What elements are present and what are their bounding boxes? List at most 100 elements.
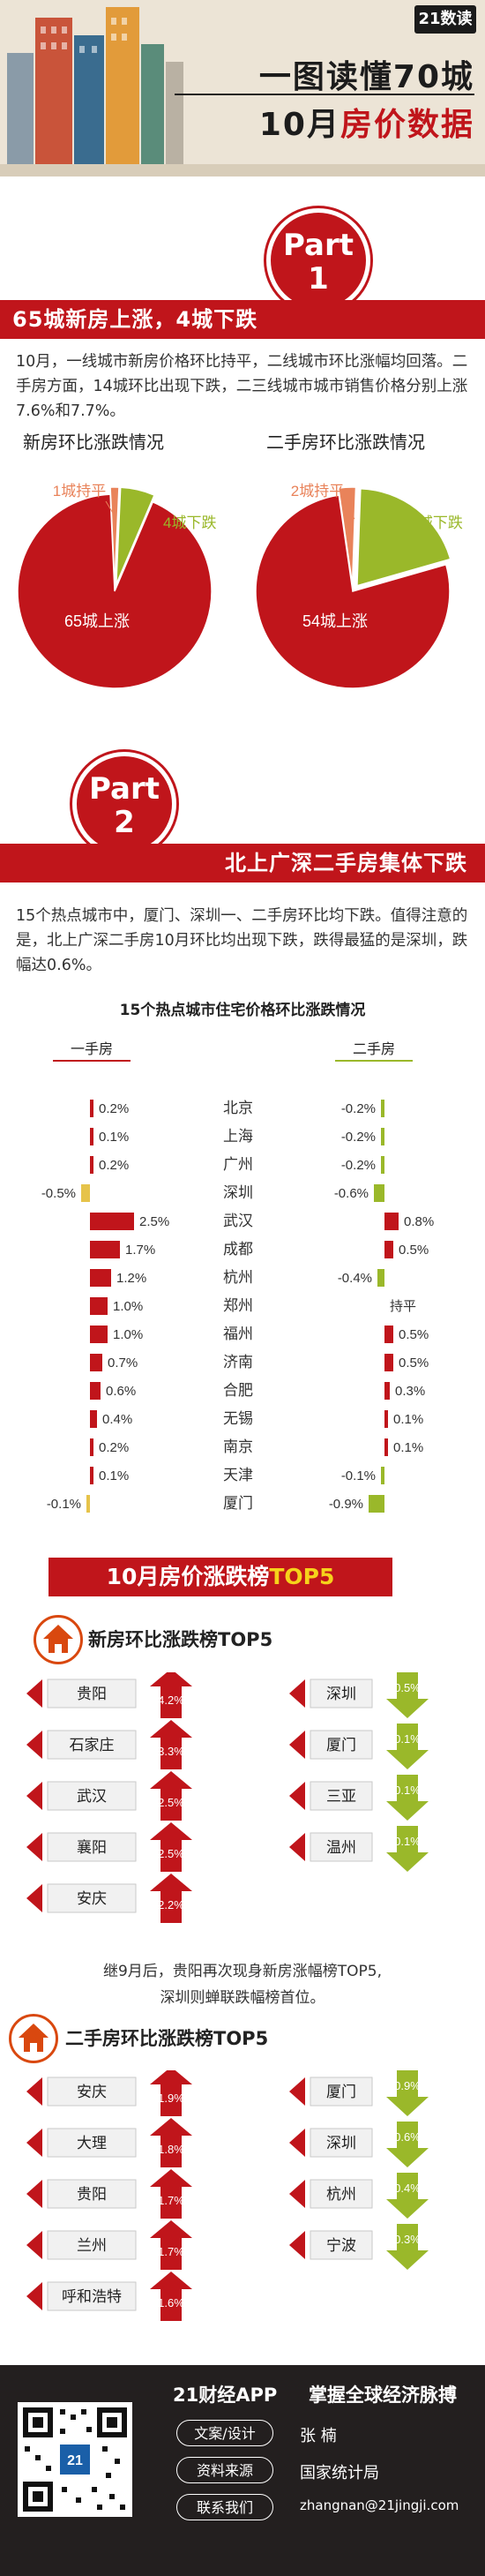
bar-label-second-home: -0.1% [341,1468,376,1483]
note-line-2: 深圳则蝉联跌幅榜首位。 [160,1989,325,2007]
bar-label-new-home: 1.0% [113,1327,143,1342]
rank-arrow-left [289,1679,305,1708]
rank-up-arrow [150,2070,192,2116]
rank-city: 杭州 [326,2186,356,2203]
rank-arrow-left [289,2231,305,2259]
rank-city: 厦门 [326,2084,356,2100]
bar-second-home [369,1495,384,1513]
category-label: 广州 [223,1156,253,1173]
rank-city-box [47,2281,137,2311]
bar-new-home [90,1128,93,1145]
bar-new-home [90,1438,93,1456]
rank-city-box [310,1730,373,1760]
category-label: 武汉 [223,1213,253,1229]
rank-value-up: 2.2% [158,1898,184,1911]
bar-second-home [377,1269,384,1287]
new-home-house-icon [34,1615,83,1664]
rank-arrow-left [26,2077,42,2106]
top5-banner: 10月房价涨跌榜TOP5 [48,1558,392,1596]
rank-down-arrow [386,2224,429,2270]
bar-new-home [90,1297,108,1315]
rank-arrow-left [26,1884,42,1912]
bar-label-new-home: -0.5% [41,1186,76,1201]
pie-slice [116,486,155,585]
pie-label-fall: 4城下跌 [163,514,216,531]
rank-value-up: 4.2% [158,1694,184,1707]
pie-label-flat: 1城持平 [53,483,106,499]
rank-arrow-left [26,1679,42,1708]
rank-value-up: 1.9% [158,2092,184,2105]
rank-value-down: 0.9% [394,2079,421,2092]
bar-second-home [381,1100,384,1117]
rank-down-arrow [386,2122,429,2167]
bar-second-home [384,1326,393,1343]
rank-value-up: 3.3% [158,1745,184,1758]
rank-value-up: 2.5% [158,1796,184,1809]
rank-city: 安庆 [77,1890,107,1907]
bar-label-second-home: -0.9% [329,1497,363,1512]
rank-arrow-left [289,2129,305,2157]
bar-new-home [86,1495,90,1513]
rank-arrow-left [289,1731,305,1759]
bar-label-new-home: 1.0% [113,1299,143,1314]
pie-leader-line [343,500,355,520]
credit-value-design: 张 楠 [300,2427,337,2445]
bar-new-home [90,1354,102,1371]
rank-arrow-left [26,2180,42,2208]
rank-city-box [310,2128,373,2158]
pie-slice [356,487,451,587]
second-home-house-icon [9,2014,58,2063]
bar-label-new-home: 1.2% [116,1271,146,1286]
rank-value-up: 1.7% [158,2245,184,2258]
rank-city: 大理 [77,2135,107,2152]
rank-down-arrow [386,2070,429,2116]
rank-value-up: 1.6% [158,2296,184,2309]
pie-leader-line [105,500,117,520]
bar-label-new-home: -0.1% [47,1497,81,1512]
category-label: 厦门 [223,1495,253,1512]
bar-second-home [381,1156,384,1174]
bar-second-home [384,1438,388,1456]
pie-label-rise: 54城上涨 [302,612,368,630]
rank-down-arrow [386,2173,429,2219]
rank-arrow-left [26,2282,42,2310]
bar-new-home [90,1156,93,1174]
pie-label-flat: 2城持平 [291,483,344,499]
bar-new-home [90,1241,120,1258]
rank-arrow-left [26,2129,42,2157]
rank-arrow-left [289,2077,305,2106]
credit-value-contact[interactable]: zhangnan@21jingji.com [300,2497,459,2513]
pie-charts: 65城上涨 1城持平 4城下跌 54城上涨 2城持平 14城下跌 [17,483,463,689]
qr-code: 21 [18,2402,132,2517]
rank-city-box [47,1730,137,1760]
rank-value-down: 0.3% [394,2233,421,2246]
part1-badge: Part 1 [266,208,370,312]
city-skyline-illustration [0,0,485,176]
bar-second-home [374,1184,384,1202]
rank-city: 石家庄 [70,1737,115,1754]
qr-logo-text: 21 [67,2453,83,2468]
rank-city-box [47,1883,137,1913]
bar-label-new-home: 1.7% [125,1243,155,1258]
bar-second-home [384,1354,393,1371]
credit-label-source: 资料来源 [176,2457,273,2483]
rank-city: 温州 [326,1839,356,1856]
bar-label-new-home: 0.1% [99,1468,129,1483]
category-label: 北京 [223,1100,253,1116]
note-line-1: 继9月后，贵阳再次现身新房涨幅榜TOP5, [102,1963,383,1980]
pie-left-title: 新房环比涨跌情况 [23,432,164,453]
bar-label-new-home: 0.6% [106,1384,136,1399]
bar-label-second-home: 0.3% [395,1384,425,1399]
rank-city-box [310,2179,373,2209]
rank-value-down: 0.5% [394,1681,421,1694]
rank-city-box [310,1832,373,1862]
bar-second-home [381,1467,384,1484]
bar-chart-title: 15个热点城市住宅价格环比涨跌情况 [119,1002,366,1019]
footer-app-name: 21财经APP [173,2384,278,2406]
bar-label-second-home: -0.2% [341,1130,376,1145]
rank-city: 襄阳 [77,1838,107,1856]
bar-label-second-home: 持平 [390,1299,416,1314]
bar-new-home [90,1410,97,1428]
bar-label-new-home: 0.7% [108,1356,138,1371]
bar-label-new-home: 0.1% [99,1130,129,1145]
